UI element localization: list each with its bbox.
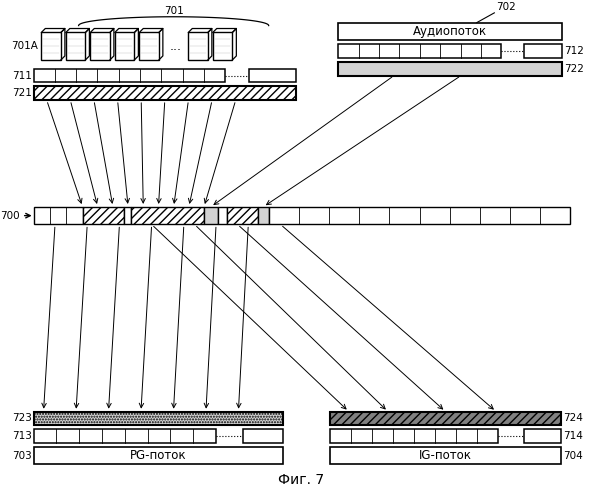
Bar xyxy=(34,447,283,464)
Bar xyxy=(330,429,498,443)
Text: 724: 724 xyxy=(564,414,583,424)
Text: 721: 721 xyxy=(12,88,31,98)
Text: 714: 714 xyxy=(564,431,583,441)
Bar xyxy=(139,32,159,60)
Bar xyxy=(338,44,501,58)
Bar xyxy=(258,207,269,224)
Bar xyxy=(66,32,86,60)
Bar xyxy=(204,207,217,224)
Text: PG-поток: PG-поток xyxy=(130,449,187,462)
Bar xyxy=(41,32,61,60)
Bar xyxy=(243,429,283,443)
Bar xyxy=(34,207,83,224)
Bar xyxy=(524,429,561,443)
Bar xyxy=(34,412,283,426)
Text: 704: 704 xyxy=(564,450,583,460)
Text: 723: 723 xyxy=(12,414,31,424)
Bar xyxy=(189,32,208,60)
Text: 713: 713 xyxy=(12,431,31,441)
Bar xyxy=(269,207,570,224)
Text: Аудиопоток: Аудиопоток xyxy=(413,25,487,38)
Text: 701A: 701A xyxy=(12,41,38,51)
Bar xyxy=(330,412,561,426)
Bar xyxy=(226,207,258,224)
Text: ...: ... xyxy=(170,40,181,52)
Bar xyxy=(34,68,225,82)
Text: 703: 703 xyxy=(12,450,31,460)
Bar xyxy=(83,207,124,224)
Bar xyxy=(90,32,110,60)
Text: Фиг. 7: Фиг. 7 xyxy=(278,473,324,487)
Bar xyxy=(131,207,204,224)
Bar xyxy=(338,62,561,76)
Bar xyxy=(124,207,131,224)
Bar xyxy=(115,32,134,60)
Text: IG-поток: IG-поток xyxy=(419,449,472,462)
Text: 701: 701 xyxy=(164,6,184,16)
Text: 722: 722 xyxy=(564,64,584,74)
Text: 702: 702 xyxy=(496,2,516,12)
Text: 711: 711 xyxy=(12,70,31,81)
Bar xyxy=(338,22,561,40)
Text: 700: 700 xyxy=(0,210,20,220)
Bar xyxy=(217,207,226,224)
Bar xyxy=(249,68,296,82)
Bar xyxy=(213,32,232,60)
Bar xyxy=(330,447,561,464)
Text: 712: 712 xyxy=(564,46,584,56)
Bar xyxy=(34,86,296,100)
Bar xyxy=(524,44,561,58)
Bar xyxy=(34,429,216,443)
